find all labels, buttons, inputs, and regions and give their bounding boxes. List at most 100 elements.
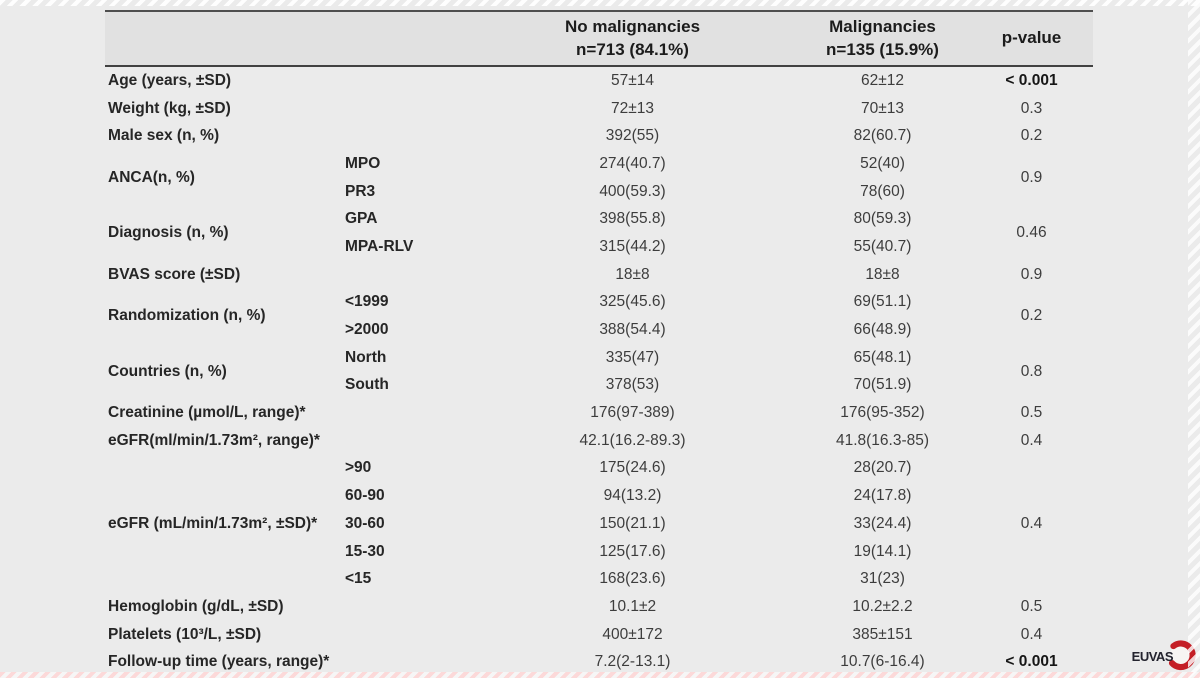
baseline-characteristics-table: No malignancies n=713 (84.1%) Malignanci… (105, 10, 1093, 676)
row-sub-label: 60-90 (345, 487, 385, 505)
value-malignancies: 65(48.1) (853, 348, 912, 366)
value-malignancies: 82(60.7) (853, 127, 912, 145)
row-sub-label: MPO (345, 154, 381, 172)
table-row-group: Countries (n, %) North 335(47) 65(48.1) Sout… (105, 344, 1093, 399)
header-no-malignancies-line1: No malignancies (564, 16, 701, 36)
frame-texture-right (1188, 0, 1200, 678)
value-no-malignancies: 57±14 (611, 71, 654, 89)
value-no-malignancies: 168(23.6) (599, 570, 666, 588)
value-no-malignancies: 335(47) (605, 348, 660, 366)
value-no-malignancies: 125(17.6) (599, 542, 666, 560)
table-row-group: BVAS score (±SD) 18±8 18±8 0.9 (105, 261, 1093, 289)
value-malignancies: 69(51.1) (853, 293, 912, 311)
value-no-malignancies: 398(55.8) (599, 210, 666, 228)
p-value-cell: 0.3 (1020, 99, 1043, 117)
value-no-malignancies: 18±8 (615, 265, 650, 283)
row-label: Diagnosis (n, %) (108, 224, 229, 242)
row-label: Countries (n, %) (108, 362, 227, 380)
value-no-malignancies: 42.1(16.2-89.3) (579, 431, 686, 449)
row-sub-label: >90 (345, 459, 372, 477)
p-value-cell: 0.4 (1020, 514, 1043, 532)
row-sub-label: GPA (345, 210, 378, 228)
header-spacer-sub-col (345, 12, 470, 65)
euvas-logo: EUVAS (1132, 639, 1197, 673)
row-sub-label: North (345, 348, 387, 366)
value-no-malignancies: 325(45.6) (599, 293, 666, 311)
row-label: eGFR(ml/min/1.73m², range)* (108, 431, 320, 449)
euvas-logo-text: EUVAS (1131, 648, 1174, 664)
header-spacer-label-col (105, 12, 345, 65)
p-value-cell: 0.5 (1020, 404, 1043, 422)
p-value-cell: < 0.001 (1005, 71, 1058, 89)
table-row-group: Age (years, ±SD) 57±14 62±12 < 0.001 (105, 67, 1093, 95)
p-value-cell: 0.9 (1020, 265, 1043, 283)
p-value-cell: < 0.001 (1005, 653, 1058, 671)
table-row-group: Weight (kg, ±SD) 72±13 70±13 0.3 (105, 95, 1093, 123)
value-no-malignancies: 315(44.2) (599, 237, 666, 255)
value-malignancies: 33(24.4) (853, 514, 912, 532)
header-p-value: p-value (970, 12, 1093, 65)
value-no-malignancies: 400±172 (602, 625, 663, 643)
table-body: Age (years, ±SD) 57±14 62±12 < 0.001 Weight … (105, 67, 1093, 676)
p-value-cell: 0.4 (1020, 431, 1043, 449)
table-row-group: ANCA(n, %) MPO 274(40.7) 52(40) PR3 400(59.3)… (105, 150, 1093, 205)
value-no-malignancies: 175(24.6) (599, 459, 666, 477)
value-malignancies: 55(40.7) (853, 237, 912, 255)
header-no-malignancies: No malignancies n=713 (84.1%) (470, 12, 795, 65)
value-malignancies: 24(17.8) (853, 487, 912, 505)
header-malignancies-line1: Malignancies (829, 16, 936, 36)
table-row-group: Hemoglobin (g/dL, ±SD) 10.1±2 10.2±2.2 0.5 (105, 593, 1093, 621)
row-sub-label: PR3 (345, 182, 376, 200)
value-malignancies: 52(40) (860, 154, 905, 172)
row-label: Platelets (10³/L, ±SD) (108, 625, 262, 643)
value-malignancies: 385±151 (852, 625, 913, 643)
value-no-malignancies: 7.2(2-13.1) (594, 653, 671, 671)
row-label: eGFR (mL/min/1.73m², ±SD)* (108, 514, 318, 532)
value-malignancies: 10.2±2.2 (852, 597, 913, 615)
row-sub-label: South (345, 376, 389, 394)
table-row-group: eGFR (mL/min/1.73m², ±SD)* >90 175(24.6) 28… (105, 455, 1093, 593)
header-no-malignancies-line2: n=713 (84.1%) (576, 39, 689, 59)
row-label: ANCA(n, %) (108, 168, 195, 186)
header-malignancies-line2: n=135 (15.9%) (826, 39, 939, 59)
value-malignancies: 70(51.9) (853, 376, 912, 394)
row-sub-label: MPA-RLV (345, 237, 414, 255)
value-malignancies: 80(59.3) (853, 210, 912, 228)
value-no-malignancies: 400(59.3) (599, 182, 666, 200)
p-value-cell: 0.2 (1020, 127, 1043, 145)
row-sub-label: 30-60 (345, 514, 385, 532)
row-label: Creatinine (µmol/L, range)* (108, 404, 306, 422)
p-value-cell: 0.2 (1020, 307, 1043, 325)
row-label: Age (years, ±SD) (108, 71, 232, 89)
table-row-group: eGFR(ml/min/1.73m², range)* 42.1(16.2-89.… (105, 427, 1093, 455)
row-label: Randomization (n, %) (108, 307, 266, 325)
value-no-malignancies: 10.1±2 (608, 597, 657, 615)
row-sub-label: 15-30 (345, 542, 385, 560)
value-no-malignancies: 388(54.4) (599, 321, 666, 339)
value-no-malignancies: 274(40.7) (599, 154, 666, 172)
row-sub-label: >2000 (345, 321, 389, 339)
p-value-cell: 0.46 (1016, 224, 1047, 242)
value-malignancies: 31(23) (860, 570, 905, 588)
table-row-group: Male sex (n, %) 392(55) 82(60.7) 0.2 (105, 122, 1093, 150)
value-malignancies: 19(14.1) (853, 542, 912, 560)
p-value-cell: 0.9 (1020, 168, 1043, 186)
value-malignancies: 70±13 (861, 99, 904, 117)
value-no-malignancies: 72±13 (611, 99, 654, 117)
header-p-value-label: p-value (1001, 28, 1062, 48)
value-malignancies: 28(20.7) (853, 459, 912, 477)
value-malignancies: 10.7(6-16.4) (840, 653, 925, 671)
row-sub-label: <15 (345, 570, 372, 588)
table-row-group: Platelets (10³/L, ±SD) 400±172 385±151 0.4 (105, 621, 1093, 649)
value-no-malignancies: 94(13.2) (603, 487, 662, 505)
value-malignancies: 62±12 (861, 71, 904, 89)
p-value-cell: 0.4 (1020, 625, 1043, 643)
value-malignancies: 18±8 (865, 265, 900, 283)
value-no-malignancies: 150(21.1) (599, 514, 666, 532)
table-row-group: Follow-up time (years, range)* 7.2(2-13.1… (105, 648, 1093, 676)
row-label: BVAS score (±SD) (108, 265, 241, 283)
frame-texture-top (0, 0, 1200, 6)
table-header-row: No malignancies n=713 (84.1%) Malignanci… (105, 10, 1093, 67)
value-no-malignancies: 378(53) (605, 376, 660, 394)
